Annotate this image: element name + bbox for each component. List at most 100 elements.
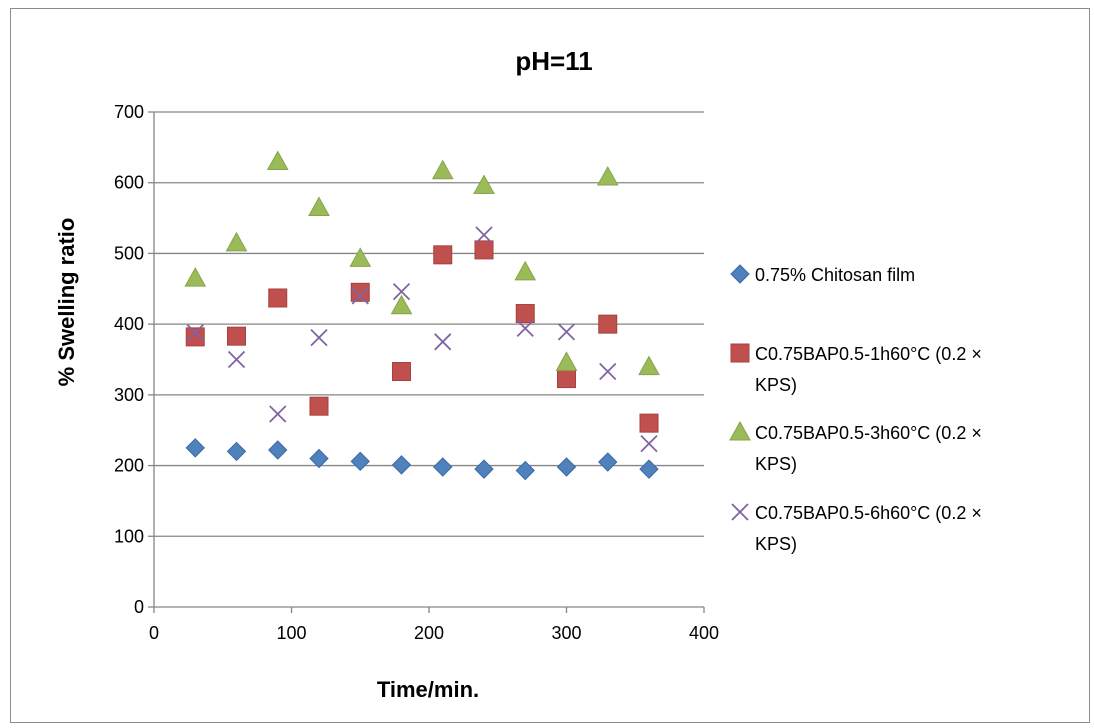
series-3 bbox=[184, 150, 660, 376]
data-point bbox=[392, 282, 411, 301]
data-point bbox=[350, 451, 370, 472]
data-point bbox=[516, 319, 534, 338]
legend-item-3: C0.75BAP0.5-3h60°C (0.2 × KPS) bbox=[729, 420, 982, 474]
data-point bbox=[269, 405, 287, 423]
data-point bbox=[557, 369, 576, 389]
data-point bbox=[310, 328, 328, 347]
y-tick-label: 500 bbox=[114, 243, 144, 263]
data-point bbox=[227, 350, 246, 369]
legend-marker bbox=[731, 503, 749, 521]
data-point bbox=[639, 459, 659, 479]
data-point bbox=[514, 260, 537, 281]
data-point bbox=[557, 323, 576, 341]
y-tick-label: 700 bbox=[114, 102, 144, 122]
data-point bbox=[391, 455, 412, 475]
data-point bbox=[598, 314, 618, 334]
legend-marker bbox=[729, 420, 751, 441]
x-marker-stroke bbox=[310, 328, 328, 347]
data-point bbox=[227, 326, 246, 346]
data-point bbox=[515, 460, 535, 481]
data-point bbox=[185, 438, 205, 458]
data-point bbox=[556, 457, 577, 477]
data-point bbox=[350, 282, 370, 302]
data-point bbox=[186, 323, 204, 342]
x-marker-stroke bbox=[392, 282, 411, 301]
data-point bbox=[473, 174, 495, 195]
data-point bbox=[598, 452, 618, 472]
data-point bbox=[639, 413, 659, 433]
legend-label: KPS) bbox=[755, 534, 797, 554]
x-marker-stroke bbox=[227, 350, 246, 369]
data-point bbox=[184, 267, 207, 287]
series-4 bbox=[186, 226, 658, 453]
y-axis-title: % Swelling ratio bbox=[54, 218, 79, 387]
data-points bbox=[184, 150, 660, 481]
x-tick-label: 100 bbox=[276, 623, 306, 643]
data-point bbox=[434, 333, 452, 351]
x-axis-title: Time/min. bbox=[377, 677, 479, 702]
legend-label: C0.75BAP0.5-3h60°C (0.2 × bbox=[755, 423, 982, 443]
chart-frame bbox=[10, 8, 1090, 723]
x-tick-label: 400 bbox=[689, 623, 719, 643]
data-point bbox=[226, 441, 247, 462]
data-point bbox=[638, 355, 660, 376]
x-tick-label: 200 bbox=[414, 623, 444, 643]
legend-item-4: C0.75BAP0.5-6h60°C (0.2 × KPS) bbox=[731, 503, 982, 554]
data-point bbox=[475, 226, 493, 244]
legend-marker bbox=[730, 343, 750, 363]
x-marker-stroke bbox=[186, 323, 204, 342]
data-point bbox=[474, 240, 494, 260]
y-tick-label: 300 bbox=[114, 385, 144, 405]
x-marker-stroke bbox=[731, 503, 749, 521]
legend-item-2: C0.75BAP0.5-1h60°C (0.2 × KPS) bbox=[730, 343, 982, 395]
data-point bbox=[309, 396, 329, 416]
legend-label: C0.75BAP0.5-1h60°C (0.2 × bbox=[755, 344, 982, 364]
legend-label: C0.75BAP0.5-6h60°C (0.2 × bbox=[755, 503, 982, 523]
x-marker-stroke bbox=[557, 323, 576, 341]
data-point bbox=[596, 166, 619, 186]
data-point bbox=[308, 196, 330, 216]
legend-item-1: 0.75% Chitosan film bbox=[730, 264, 915, 285]
x-tick-labels: 0 100 200 300 400 bbox=[149, 623, 719, 643]
x-marker-stroke bbox=[599, 362, 617, 381]
x-marker-stroke bbox=[434, 333, 452, 351]
data-point bbox=[474, 459, 494, 479]
data-point bbox=[185, 327, 205, 347]
y-tick-label: 0 bbox=[134, 597, 144, 617]
data-point bbox=[555, 351, 578, 371]
x-marker-stroke bbox=[475, 226, 493, 244]
legend-label: KPS) bbox=[755, 375, 797, 395]
y-tick-label: 400 bbox=[114, 314, 144, 334]
legend-label: 0.75% Chitosan film bbox=[755, 265, 915, 285]
data-point bbox=[268, 288, 288, 308]
y-tick-label: 200 bbox=[114, 456, 144, 476]
data-point bbox=[225, 231, 248, 252]
data-point bbox=[515, 304, 535, 324]
y-tick-label: 600 bbox=[114, 173, 144, 193]
data-point bbox=[640, 435, 658, 453]
legend-marker bbox=[730, 264, 750, 284]
legend: 0.75% Chitosan film C0.75BAP0.5-1h60°C (0… bbox=[729, 264, 982, 554]
data-point bbox=[266, 150, 289, 170]
x-tick-label: 300 bbox=[551, 623, 581, 643]
y-tick-label: 100 bbox=[114, 526, 144, 546]
x-marker-stroke bbox=[351, 287, 369, 305]
data-point bbox=[392, 362, 411, 382]
series-2 bbox=[185, 240, 659, 433]
data-point bbox=[433, 457, 453, 477]
data-point bbox=[309, 448, 329, 469]
data-point bbox=[268, 440, 288, 460]
x-marker-stroke bbox=[516, 319, 534, 338]
x-marker-stroke bbox=[269, 405, 287, 423]
data-point bbox=[433, 245, 453, 265]
axes bbox=[148, 111, 705, 613]
legend-label: KPS) bbox=[755, 454, 797, 474]
data-point bbox=[431, 159, 454, 180]
chart-title: pH=11 bbox=[515, 46, 592, 76]
y-tick-labels: 0 100 200 300 400 500 600 700 bbox=[114, 102, 144, 617]
data-point bbox=[390, 294, 413, 315]
data-point bbox=[351, 287, 369, 305]
gridlines bbox=[154, 111, 704, 537]
x-marker-stroke bbox=[640, 435, 658, 453]
